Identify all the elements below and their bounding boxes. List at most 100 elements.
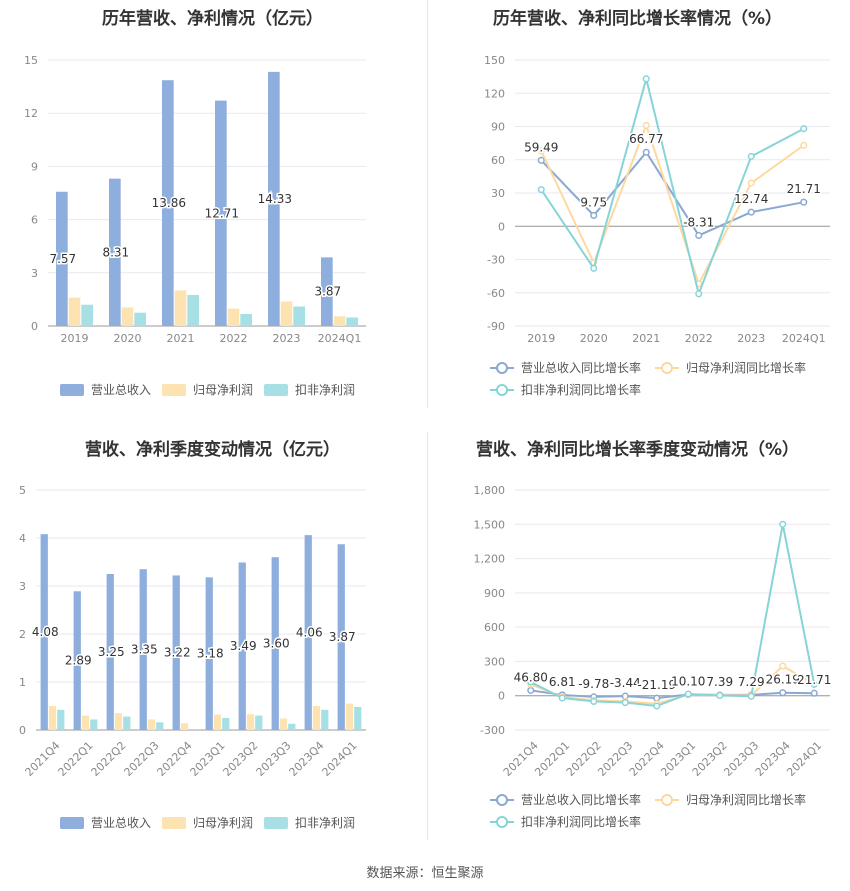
- series-point: [747, 152, 755, 160]
- bar-revenue: [205, 577, 213, 730]
- bar-net-profit: [174, 290, 187, 326]
- series-line-2: [530, 524, 816, 708]
- bar-revenue: [304, 535, 312, 730]
- x-tick-label: 2023Q1: [188, 739, 228, 779]
- data-label: 4.06: [296, 626, 323, 640]
- chart-title: 营收、净利季度变动情况（亿元）: [85, 440, 340, 460]
- series-point: [779, 689, 787, 697]
- bar-deducted-profit: [293, 306, 305, 326]
- bar-deducted-profit: [134, 312, 146, 326]
- data-label: 3.25: [98, 645, 125, 659]
- data-label: -3.44: [610, 676, 641, 690]
- series-point: [695, 231, 703, 240]
- y-tick-label: 900: [484, 587, 505, 600]
- y-tick-label: 0: [498, 220, 505, 233]
- legend-label: 营业总收入: [91, 816, 151, 830]
- data-label: 7.57: [49, 252, 76, 266]
- legend-label: 营业总收入: [91, 383, 151, 397]
- x-tick-label: 2022: [685, 332, 713, 345]
- x-tick-label: 2019: [61, 332, 89, 345]
- y-tick-label: 60: [491, 154, 505, 167]
- bar-revenue: [238, 562, 246, 730]
- bar-net-profit: [114, 713, 123, 730]
- series-point: [590, 697, 598, 705]
- data-label: 8.31: [102, 245, 129, 259]
- x-tick-label: 2023Q2: [221, 739, 261, 779]
- series-point: [800, 141, 808, 149]
- series-point: [810, 689, 818, 697]
- y-tick-label: 600: [484, 621, 505, 634]
- chart-title: 历年营收、净利同比增长率情况（%）: [492, 9, 783, 29]
- y-tick-label: 300: [484, 655, 505, 668]
- data-label: 3.87: [314, 285, 341, 299]
- legend-marker: [496, 816, 508, 828]
- data-label: 9.75: [580, 195, 607, 209]
- series-point: [779, 520, 787, 528]
- data-label: 21.71: [797, 673, 831, 687]
- data-label: 10.10: [671, 675, 705, 689]
- series-point: [747, 179, 755, 187]
- annual-revenue-profit-svg: 0 3 6 9 12 15 2019 2020 2021 2022 2023 2024Q1 7.57 8.…: [24, 54, 366, 397]
- bar-deducted-profit: [123, 716, 131, 730]
- bar-deducted-profit: [321, 709, 329, 730]
- bar-revenue: [321, 257, 333, 326]
- bar-deducted-profit: [240, 313, 252, 326]
- y-tick-label: 0: [31, 320, 38, 333]
- data-label: 3.87: [329, 630, 356, 644]
- y-tick-label: 6: [31, 214, 38, 227]
- annual-growth-rate-svg: -90 -60 -30 0 30 60 90 120 150 2019 2020 2021 2022 20…: [484, 54, 830, 397]
- bar-revenue: [109, 178, 121, 326]
- data-label: 21.71: [787, 182, 821, 196]
- bar-net-profit: [312, 706, 321, 730]
- quarterly-growth-rate-svg: -30003006009001,2001,5001,8002021Q42022Q…: [474, 484, 833, 829]
- x-tick-label: 2023: [737, 332, 765, 345]
- data-source: 数据来源：恒生聚源: [366, 866, 484, 881]
- legend-swatch: [264, 384, 288, 396]
- bar-revenue: [215, 100, 227, 326]
- bar-net-profit: [213, 714, 222, 730]
- legend-label: 归母净利润同比增长率: [686, 792, 806, 807]
- legend-swatch: [264, 817, 288, 829]
- x-tick-label: 2021: [167, 332, 195, 345]
- bar-deducted-profit: [156, 722, 164, 730]
- bar-revenue: [172, 575, 180, 730]
- legend-marker: [661, 794, 673, 806]
- bar-revenue: [271, 557, 279, 730]
- y-tick-label: 150: [484, 54, 505, 67]
- legend-swatch: [162, 817, 186, 829]
- bar-net-profit: [81, 715, 90, 730]
- data-label: 2.89: [65, 654, 92, 668]
- data-label: -8.31: [683, 215, 714, 229]
- data-label: 59.49: [524, 140, 558, 154]
- quarterly-growth-rate-chart: 营收、净利同比增长率季度变动情况（%） -300 0 300 600 900 1,200 1…: [425, 425, 850, 850]
- bar-revenue: [106, 574, 114, 730]
- y-tick-label: -60: [487, 287, 505, 300]
- bar-net-profit: [68, 297, 81, 326]
- y-tick-label: 2: [19, 628, 26, 641]
- bar-revenue: [56, 191, 68, 326]
- legend-swatch: [60, 817, 84, 829]
- bar-deducted-profit: [189, 729, 197, 730]
- bar-revenue: [268, 71, 280, 326]
- y-tick-label: -300: [480, 724, 505, 737]
- series-point: [590, 264, 598, 272]
- y-tick-label: 1: [19, 676, 26, 689]
- bar-revenue: [337, 544, 345, 730]
- quarterly-revenue-profit-svg: 0123452021Q42022Q12022Q22022Q32022Q42023…: [19, 484, 366, 830]
- series-point: [527, 686, 535, 694]
- y-tick-label: 3: [31, 267, 38, 280]
- bar-net-profit: [279, 718, 288, 730]
- legend-marker: [661, 362, 673, 374]
- x-tick-label: 2023Q3: [254, 739, 294, 779]
- data-label: 3.60: [263, 637, 290, 651]
- series-point: [695, 290, 703, 298]
- data-label: 3.49: [230, 639, 257, 653]
- data-label: 6.81: [549, 675, 576, 689]
- bar-deducted-profit: [81, 304, 93, 326]
- y-tick-label: -90: [487, 320, 505, 333]
- y-tick-label: 90: [491, 121, 505, 134]
- bar-revenue: [162, 80, 174, 326]
- y-tick-label: 4: [19, 532, 26, 545]
- y-tick-label: 30: [491, 187, 505, 200]
- annual-revenue-profit-chart: 历年营收、净利情况（亿元） 0 3 6 9 12 15 2019 2020 2021 2022 20…: [0, 0, 425, 420]
